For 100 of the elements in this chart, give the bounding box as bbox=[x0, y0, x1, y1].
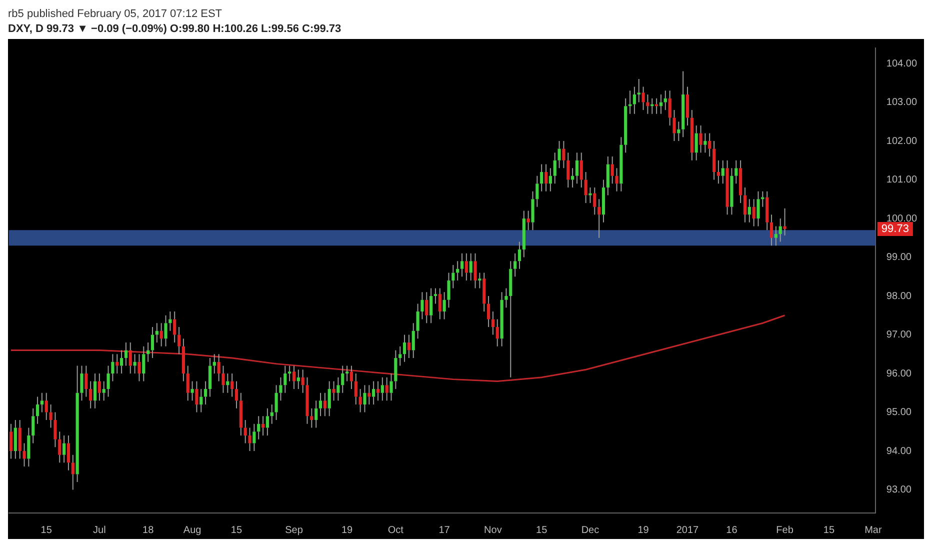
candlestick bbox=[182, 338, 185, 382]
candlestick bbox=[677, 121, 680, 142]
candlestick bbox=[420, 292, 424, 320]
candlestick bbox=[84, 365, 88, 398]
candlestick bbox=[425, 292, 428, 324]
candlestick bbox=[478, 272, 482, 289]
candlestick bbox=[500, 292, 504, 347]
annotation: 99.73 bbox=[881, 222, 909, 235]
candlestick bbox=[540, 164, 544, 192]
x-tick-label: Nov bbox=[484, 524, 502, 536]
candlestick bbox=[93, 373, 97, 409]
candlestick bbox=[111, 354, 114, 382]
candlestick bbox=[36, 396, 40, 424]
candlestick bbox=[761, 190, 764, 208]
candlestick bbox=[598, 198, 601, 238]
candlestick bbox=[704, 132, 707, 154]
candlestick bbox=[526, 210, 530, 231]
candlestick bbox=[190, 380, 194, 402]
candlestick bbox=[655, 98, 658, 114]
candlestick bbox=[469, 252, 472, 281]
candlestick bbox=[447, 272, 450, 308]
y-tick-label: 94.00 bbox=[886, 446, 912, 457]
candlestick bbox=[323, 392, 326, 417]
candlestick bbox=[394, 350, 398, 390]
candlestick bbox=[694, 125, 698, 161]
candlestick bbox=[376, 380, 380, 402]
candlestick bbox=[544, 164, 548, 192]
candlestick bbox=[177, 326, 181, 355]
candlestick bbox=[27, 427, 30, 467]
candlestick bbox=[301, 369, 304, 394]
candlestick bbox=[482, 272, 486, 312]
x-tick-label: 15 bbox=[40, 524, 52, 536]
candlestick bbox=[40, 392, 44, 413]
candlestick bbox=[464, 252, 468, 281]
y-tick-label: 93.00 bbox=[886, 484, 912, 496]
candlestick bbox=[288, 365, 292, 382]
candlestick bbox=[350, 365, 354, 390]
candlestick bbox=[222, 365, 225, 394]
candlestick bbox=[664, 90, 667, 110]
candlestick bbox=[690, 110, 694, 161]
candlestick bbox=[155, 322, 158, 343]
candlestick bbox=[558, 140, 561, 169]
candlestick bbox=[32, 408, 35, 444]
candlestick bbox=[438, 288, 442, 320]
candlestick bbox=[341, 365, 344, 394]
candlestick bbox=[743, 187, 747, 223]
candlestick bbox=[778, 218, 782, 242]
candlestick bbox=[266, 408, 269, 436]
candlestick bbox=[58, 431, 62, 464]
y-tick-label: 101.00 bbox=[886, 174, 918, 186]
x-tick-label: Dec bbox=[581, 524, 600, 536]
candlestick bbox=[138, 354, 141, 382]
candlestick bbox=[770, 214, 774, 246]
candlestick bbox=[128, 342, 132, 374]
candlestick bbox=[310, 408, 314, 428]
candlestick bbox=[682, 70, 685, 138]
candlestick bbox=[650, 98, 654, 114]
y-tick-label: 97.00 bbox=[886, 330, 912, 340]
candlestick bbox=[606, 156, 610, 196]
candlestick bbox=[686, 86, 690, 126]
candlestick bbox=[509, 260, 512, 378]
candlestick bbox=[504, 288, 508, 308]
candlestick bbox=[200, 388, 203, 413]
candlestick bbox=[496, 318, 499, 347]
candlestick bbox=[142, 346, 146, 382]
x-tick-label: 19 bbox=[341, 524, 354, 536]
candlestick bbox=[412, 322, 415, 358]
candlestick bbox=[522, 210, 526, 258]
candlestick bbox=[452, 264, 455, 289]
candlestick bbox=[314, 400, 318, 428]
candlestick bbox=[518, 241, 522, 270]
x-tick-label: 15 bbox=[230, 524, 242, 536]
y-tick-label: 100.00 bbox=[886, 213, 918, 224]
x-tick-label: 17 bbox=[438, 524, 450, 536]
candlestick bbox=[279, 376, 282, 402]
candlestick bbox=[150, 326, 154, 358]
candlestick bbox=[430, 288, 433, 324]
candlestick bbox=[734, 160, 738, 184]
candlestick bbox=[783, 208, 786, 236]
candlestick bbox=[602, 179, 606, 223]
candlestick bbox=[98, 373, 101, 402]
candlestick bbox=[14, 420, 17, 460]
candlestick bbox=[208, 358, 212, 398]
candlestick bbox=[252, 423, 256, 452]
candlestick bbox=[642, 86, 645, 110]
y-tick-label: 98.00 bbox=[886, 290, 912, 302]
candlestick bbox=[456, 260, 460, 281]
candlestick bbox=[328, 380, 331, 417]
candlestick bbox=[296, 369, 300, 390]
candlestick bbox=[407, 334, 410, 358]
candlestick bbox=[514, 252, 517, 278]
candlestick bbox=[575, 152, 579, 184]
candlestick bbox=[274, 384, 278, 420]
y-tick-label: 104.00 bbox=[886, 58, 918, 70]
candlestick bbox=[261, 416, 265, 436]
candlestick bbox=[363, 384, 366, 413]
candlestick bbox=[610, 156, 614, 184]
x-tick-label: Jul bbox=[93, 524, 106, 536]
candlestick bbox=[620, 136, 623, 192]
candlestick bbox=[234, 380, 238, 409]
